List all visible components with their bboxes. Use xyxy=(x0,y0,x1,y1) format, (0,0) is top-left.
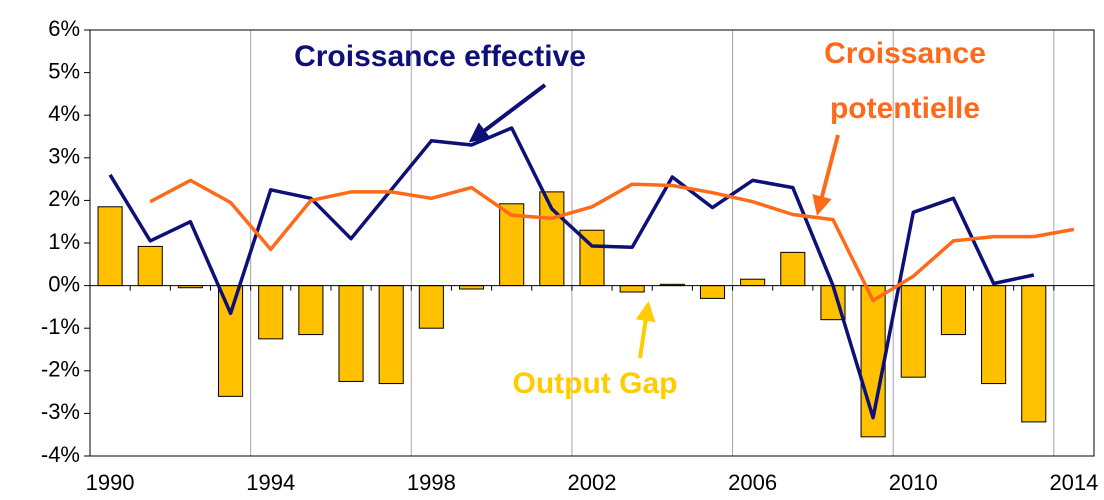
x-tick-label: 1998 xyxy=(407,470,456,495)
bar xyxy=(418,285,444,329)
x-tick-label: 2010 xyxy=(889,470,938,495)
x-tick-label: 1994 xyxy=(246,470,295,495)
bar xyxy=(258,285,284,340)
bar xyxy=(940,285,966,336)
bar xyxy=(900,285,926,378)
y-tick-label: -2% xyxy=(41,357,80,382)
y-tick-label: -1% xyxy=(41,314,80,339)
bar xyxy=(218,285,244,397)
y-tick-label: -4% xyxy=(41,442,80,467)
bar xyxy=(1021,285,1047,423)
x-tick-label: 2002 xyxy=(568,470,617,495)
y-tick-label: 1% xyxy=(48,229,80,254)
annotation: Croissance effective xyxy=(294,40,586,73)
arrow xyxy=(468,83,547,143)
marks xyxy=(90,126,1094,438)
bar xyxy=(137,245,163,287)
y-tick-label: 2% xyxy=(48,186,80,211)
x-tick-label: 2006 xyxy=(728,470,777,495)
bar xyxy=(97,206,123,287)
annotation: potentielle xyxy=(830,92,980,125)
y-tick-label: 4% xyxy=(48,101,80,126)
line xyxy=(108,126,1035,420)
bar xyxy=(780,251,806,287)
y-tick-label: 6% xyxy=(48,16,80,41)
annotation: Output Gap xyxy=(513,367,678,400)
bar xyxy=(619,285,645,293)
x-tick-label: 2014 xyxy=(1049,470,1098,495)
line xyxy=(149,178,1075,303)
bar xyxy=(740,278,766,287)
grid: -4% -3% -2% -1% 0% 1% 2% 3% 4% 5% 6% 1990 1994 1998 20… xyxy=(41,16,1099,495)
x-tick-label: 1990 xyxy=(86,470,135,495)
bar xyxy=(699,285,726,299)
y-tick-label: -3% xyxy=(41,399,80,424)
arrow xyxy=(635,301,656,359)
y-tick-label: 3% xyxy=(48,144,80,169)
bar xyxy=(378,285,404,385)
y-tick-label: 5% xyxy=(48,58,80,83)
annotation: Croissance xyxy=(824,37,986,70)
arrow xyxy=(812,134,840,216)
y-tick-label: 0% xyxy=(48,271,80,296)
bar xyxy=(458,285,485,290)
bar xyxy=(338,285,364,382)
bar xyxy=(298,285,324,336)
bar xyxy=(981,285,1007,385)
